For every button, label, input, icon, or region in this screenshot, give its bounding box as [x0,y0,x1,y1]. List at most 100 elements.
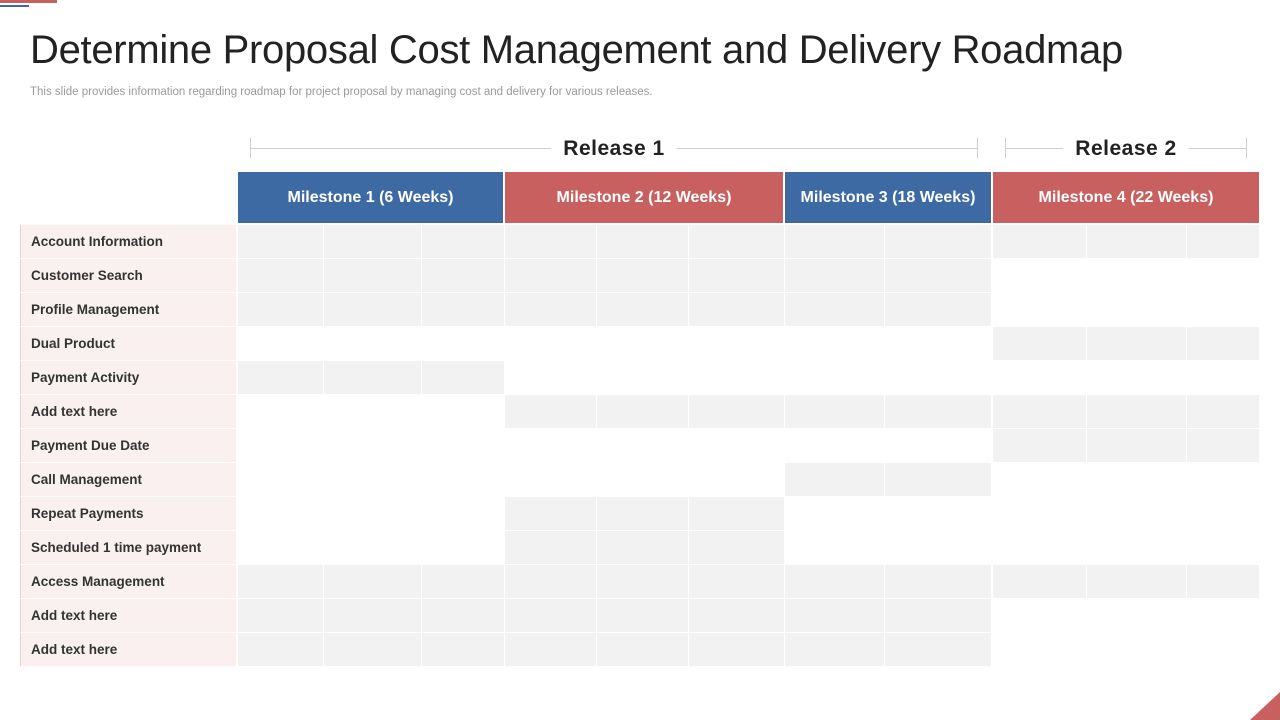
roadmap-cell [324,565,421,598]
roadmap-cell [1087,429,1186,462]
roadmap-cell [238,293,323,326]
release-1-bracket: Release 1 [250,136,978,162]
roadmap-cell [1087,225,1186,258]
roadmap-cell [885,633,991,666]
roadmap-cell [993,225,1086,258]
roadmap-cell [689,395,784,428]
roadmap-cell [1187,225,1259,258]
roadmap-cell [785,599,884,632]
roadmap-cell [238,259,323,292]
roadmap-cell [505,633,596,666]
roadmap-cell [785,259,884,292]
roadmap-cell [885,395,991,428]
row-label: Call Management [20,463,236,496]
milestone-3-header: Milestone 3 (18 Weeks) [785,172,991,223]
page-subtitle: This slide provides information regardin… [30,86,653,98]
roadmap-cell [505,599,596,632]
roadmap-cell [238,599,323,632]
roadmap-cell [422,361,504,394]
roadmap-cell [505,225,596,258]
roadmap-cell [324,633,421,666]
roadmap-cell [505,395,596,428]
top-accent-bar-blue [0,5,29,7]
release-2-label: Release 2 [1063,136,1189,162]
roadmap-cell [689,633,784,666]
roadmap-cell [1187,429,1259,462]
roadmap-cell [1087,565,1186,598]
top-accent-bar-red [0,0,57,3]
roadmap-cell [689,293,784,326]
release-2-bracket: Release 2 [1005,136,1247,162]
roadmap-cell [324,361,421,394]
roadmap-cell [689,599,784,632]
roadmap-cell [885,259,991,292]
roadmap-cell [689,497,784,530]
row-label: Dual Product [20,327,236,360]
row-label: Repeat Payments [20,497,236,530]
roadmap-cell [597,565,688,598]
roadmap-cell [505,293,596,326]
milestone-1-header: Milestone 1 (6 Weeks) [238,172,503,223]
roadmap-cell [993,429,1086,462]
roadmap-cell [1187,565,1259,598]
roadmap-cell [689,531,784,564]
page-title: Determine Proposal Cost Management and D… [30,28,1123,72]
row-label: Access Management [20,565,236,598]
row-label: Scheduled 1 time payment [20,531,236,564]
roadmap-cell [1187,395,1259,428]
roadmap-cell [505,565,596,598]
roadmap-cell [993,565,1086,598]
row-label: Profile Management [20,293,236,326]
roadmap-cell [885,565,991,598]
roadmap-cell [422,293,504,326]
row-label: Add text here [20,599,236,632]
row-label: Customer Search [20,259,236,292]
roadmap-cell [422,599,504,632]
row-label: Account Information [20,225,236,258]
roadmap-cell [785,225,884,258]
roadmap-cell [1087,395,1186,428]
roadmap-cell [422,633,504,666]
roadmap-cell [785,395,884,428]
roadmap-cell [597,225,688,258]
roadmap-cell [993,327,1086,360]
release-1-label: Release 1 [551,136,677,162]
roadmap-cell [324,293,421,326]
roadmap-cell [785,633,884,666]
roadmap-cell [689,565,784,598]
roadmap-cell [422,565,504,598]
roadmap-cell [689,259,784,292]
corner-accent-triangle [1250,692,1280,720]
roadmap-cell [238,361,323,394]
roadmap-cell [597,395,688,428]
roadmap-cell [422,259,504,292]
roadmap-cell [324,599,421,632]
roadmap-cell [1087,327,1186,360]
roadmap-cell [597,633,688,666]
roadmap-cell [238,633,323,666]
row-label: Payment Due Date [20,429,236,462]
roadmap-cell [422,225,504,258]
roadmap-cell [689,225,784,258]
roadmap-cell [885,293,991,326]
row-label: Add text here [20,633,236,666]
roadmap-cell [885,463,991,496]
roadmap-cell [505,259,596,292]
roadmap-cell [505,531,596,564]
milestone-2-header: Milestone 2 (12 Weeks) [505,172,783,223]
row-label: Add text here [20,395,236,428]
roadmap-cell [597,531,688,564]
roadmap-cell [1187,327,1259,360]
roadmap-cell [238,565,323,598]
roadmap-cell [597,497,688,530]
milestone-4-header: Milestone 4 (22 Weeks) [993,172,1259,223]
roadmap-cell [597,599,688,632]
roadmap-cell [785,565,884,598]
roadmap-cell [597,259,688,292]
roadmap-cell [785,463,884,496]
row-label: Payment Activity [20,361,236,394]
roadmap-cell [993,395,1086,428]
roadmap-cell [597,293,688,326]
roadmap-cell [785,293,884,326]
